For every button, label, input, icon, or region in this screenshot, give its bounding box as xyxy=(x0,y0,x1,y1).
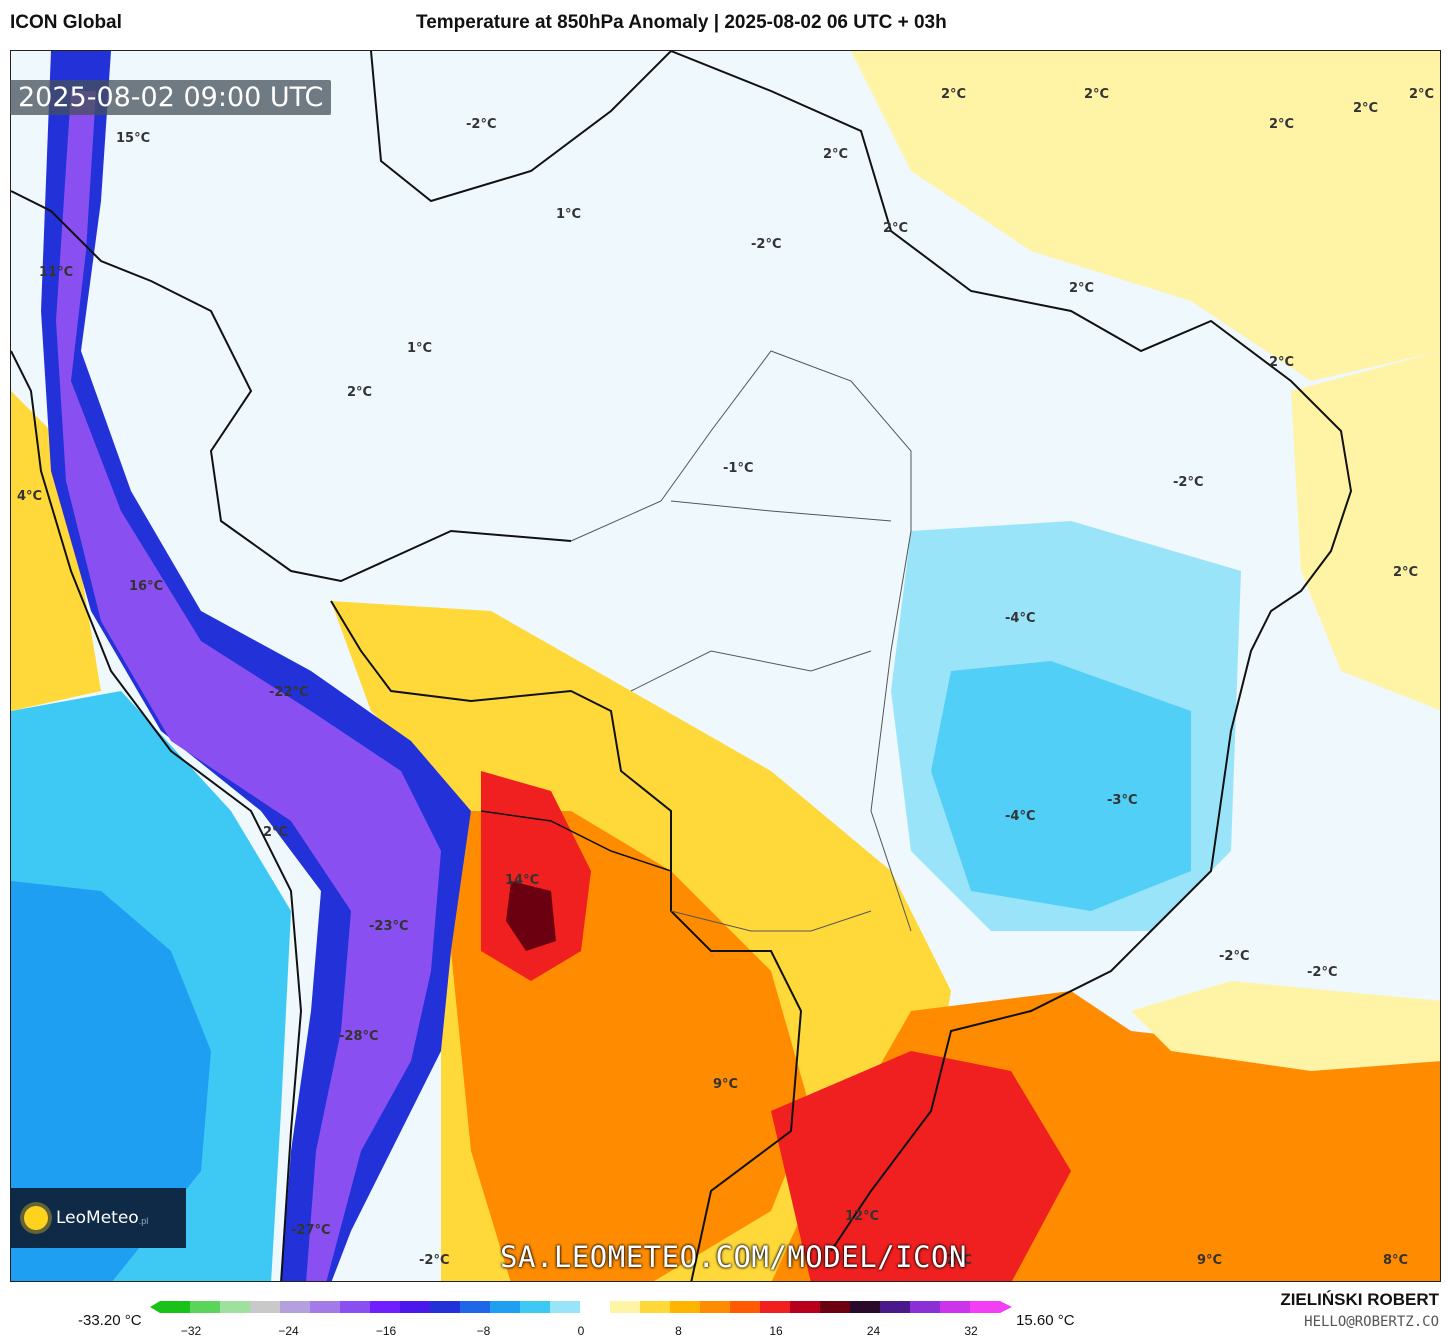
contour-label: 8°C xyxy=(1383,1253,1409,1268)
contour-label: -22°C xyxy=(269,685,309,700)
colorbar-tick: −32 xyxy=(180,1324,202,1338)
colorbar-segment xyxy=(250,1301,281,1313)
website-watermark: SA.LEOMETEO.COM/MODEL/ICON xyxy=(500,1240,967,1274)
contour-label: 2°C xyxy=(941,87,967,102)
colorbar-segment xyxy=(490,1301,521,1313)
contour-label: -3°C xyxy=(1107,793,1138,808)
colorbar-segment xyxy=(310,1301,341,1313)
colorbar-segment xyxy=(460,1301,491,1313)
author-name: ZIELIŃSKI ROBERT xyxy=(1280,1290,1439,1309)
contour-label: 2°C xyxy=(1393,565,1419,580)
colorbar-segment xyxy=(640,1301,671,1313)
contour-label: 2°C xyxy=(1269,117,1295,132)
colorbar-segment xyxy=(700,1301,731,1313)
colorbar-segment xyxy=(340,1301,371,1313)
contour-label: -2°C xyxy=(419,1253,450,1268)
contour-label: 2°C xyxy=(823,147,849,162)
contour-label: 14°C xyxy=(505,873,540,888)
anomaly-map[interactable]: 15°C -2°C 2°C 2°C 2°C 2°C 2°C 2°C 1°C -2°C 2°C 11°C… xyxy=(10,50,1441,1282)
map-title: Temperature at 850hPa Anomaly | 2025-08-… xyxy=(416,12,947,33)
logo-text: LeoMeteo xyxy=(56,1208,139,1228)
colorbar-segment xyxy=(760,1301,791,1313)
leometeo-logo[interactable]: LeoMeteo .pl xyxy=(10,1188,186,1248)
timestamp-badge: 2025-08-02 09:00 UTC xyxy=(10,80,332,115)
colorbar-segment xyxy=(880,1301,911,1313)
sun-icon xyxy=(24,1206,48,1230)
contour-label: 2°C xyxy=(1409,87,1435,102)
contour-label: 9°C xyxy=(713,1077,739,1092)
model-name: ICON Global xyxy=(10,12,122,33)
colorbar-segment xyxy=(670,1301,701,1313)
contour-label: -2°C xyxy=(751,237,782,252)
logo-suffix: .pl xyxy=(138,1216,149,1226)
contour-label: 16°C xyxy=(129,579,164,594)
colorbar-tick: 8 xyxy=(675,1324,682,1338)
contour-label: 2°C xyxy=(947,1253,973,1268)
contour-label: -2°C xyxy=(466,117,497,132)
contour-label: 2°C xyxy=(1084,87,1110,102)
author-email[interactable]: HELLO@ROBERTZ.CO xyxy=(1304,1314,1439,1330)
contour-label: -4°C xyxy=(1005,809,1036,824)
colorbar-segment xyxy=(580,1301,611,1313)
colorbar-segment xyxy=(910,1301,941,1313)
contour-label: 4°C xyxy=(17,489,43,504)
colorbar-segment xyxy=(520,1301,551,1313)
colorbar-segment xyxy=(160,1301,191,1313)
contour-label: 1°C xyxy=(556,207,582,222)
contour-label: 2°C xyxy=(1269,355,1295,370)
contour-label: -4°C xyxy=(1005,611,1036,626)
colorbar-tick: −24 xyxy=(278,1324,299,1338)
contour-label: 2°C xyxy=(347,385,373,400)
contour-label: 12°C xyxy=(845,1209,880,1224)
colorbar-tick: −16 xyxy=(375,1324,397,1338)
contour-label: 1°C xyxy=(407,341,433,356)
contour-label: 2°C xyxy=(883,221,909,236)
contour-label: 11°C xyxy=(39,265,74,280)
colorbar-segment xyxy=(370,1301,401,1313)
contour-label: -28°C xyxy=(339,1029,379,1044)
colorbar xyxy=(150,1301,1012,1313)
colorbar-max-label: 15.60 °C xyxy=(1016,1312,1075,1329)
contour-label: -27°C xyxy=(291,1223,331,1238)
contour-label: 2°C xyxy=(263,825,289,840)
colorbar-tick: 24 xyxy=(866,1324,881,1338)
colorbar-segment xyxy=(400,1301,431,1313)
contour-label: 2°C xyxy=(1069,281,1095,296)
colorbar-max-arrow xyxy=(1000,1301,1012,1313)
contour-label: -2°C xyxy=(1307,965,1338,980)
colorbar-segment xyxy=(190,1301,221,1313)
colorbar-segment xyxy=(610,1301,641,1313)
colorbar-segment xyxy=(940,1301,971,1313)
colorbar-min-label: -33.20 °C xyxy=(78,1312,142,1329)
colorbar-tick: 0 xyxy=(577,1324,585,1338)
colorbar-segment xyxy=(820,1301,851,1313)
colorbar-min-arrow xyxy=(150,1301,160,1313)
colorbar-tick: 16 xyxy=(769,1324,783,1338)
map-field-svg xyxy=(11,51,1440,1281)
contour-label: -23°C xyxy=(369,919,409,934)
colorbar-segment xyxy=(220,1301,251,1313)
contour-label: 15°C xyxy=(116,131,151,146)
contour-label: -2°C xyxy=(1219,949,1250,964)
colorbar-segment xyxy=(730,1301,761,1313)
colorbar-segment xyxy=(970,1301,1001,1313)
colorbar-segment xyxy=(790,1301,821,1313)
contour-label: 2°C xyxy=(1353,101,1379,116)
contour-label: 9°C xyxy=(1197,1253,1223,1268)
colorbar-segment xyxy=(280,1301,311,1313)
colorbar-tick: −8 xyxy=(476,1324,491,1338)
contour-label: -2°C xyxy=(1173,475,1204,490)
contour-label: -1°C xyxy=(723,461,754,476)
colorbar-tick: 32 xyxy=(964,1324,978,1338)
colorbar-segment xyxy=(850,1301,881,1313)
colorbar-segment xyxy=(430,1301,461,1313)
colorbar-segment xyxy=(550,1301,581,1313)
